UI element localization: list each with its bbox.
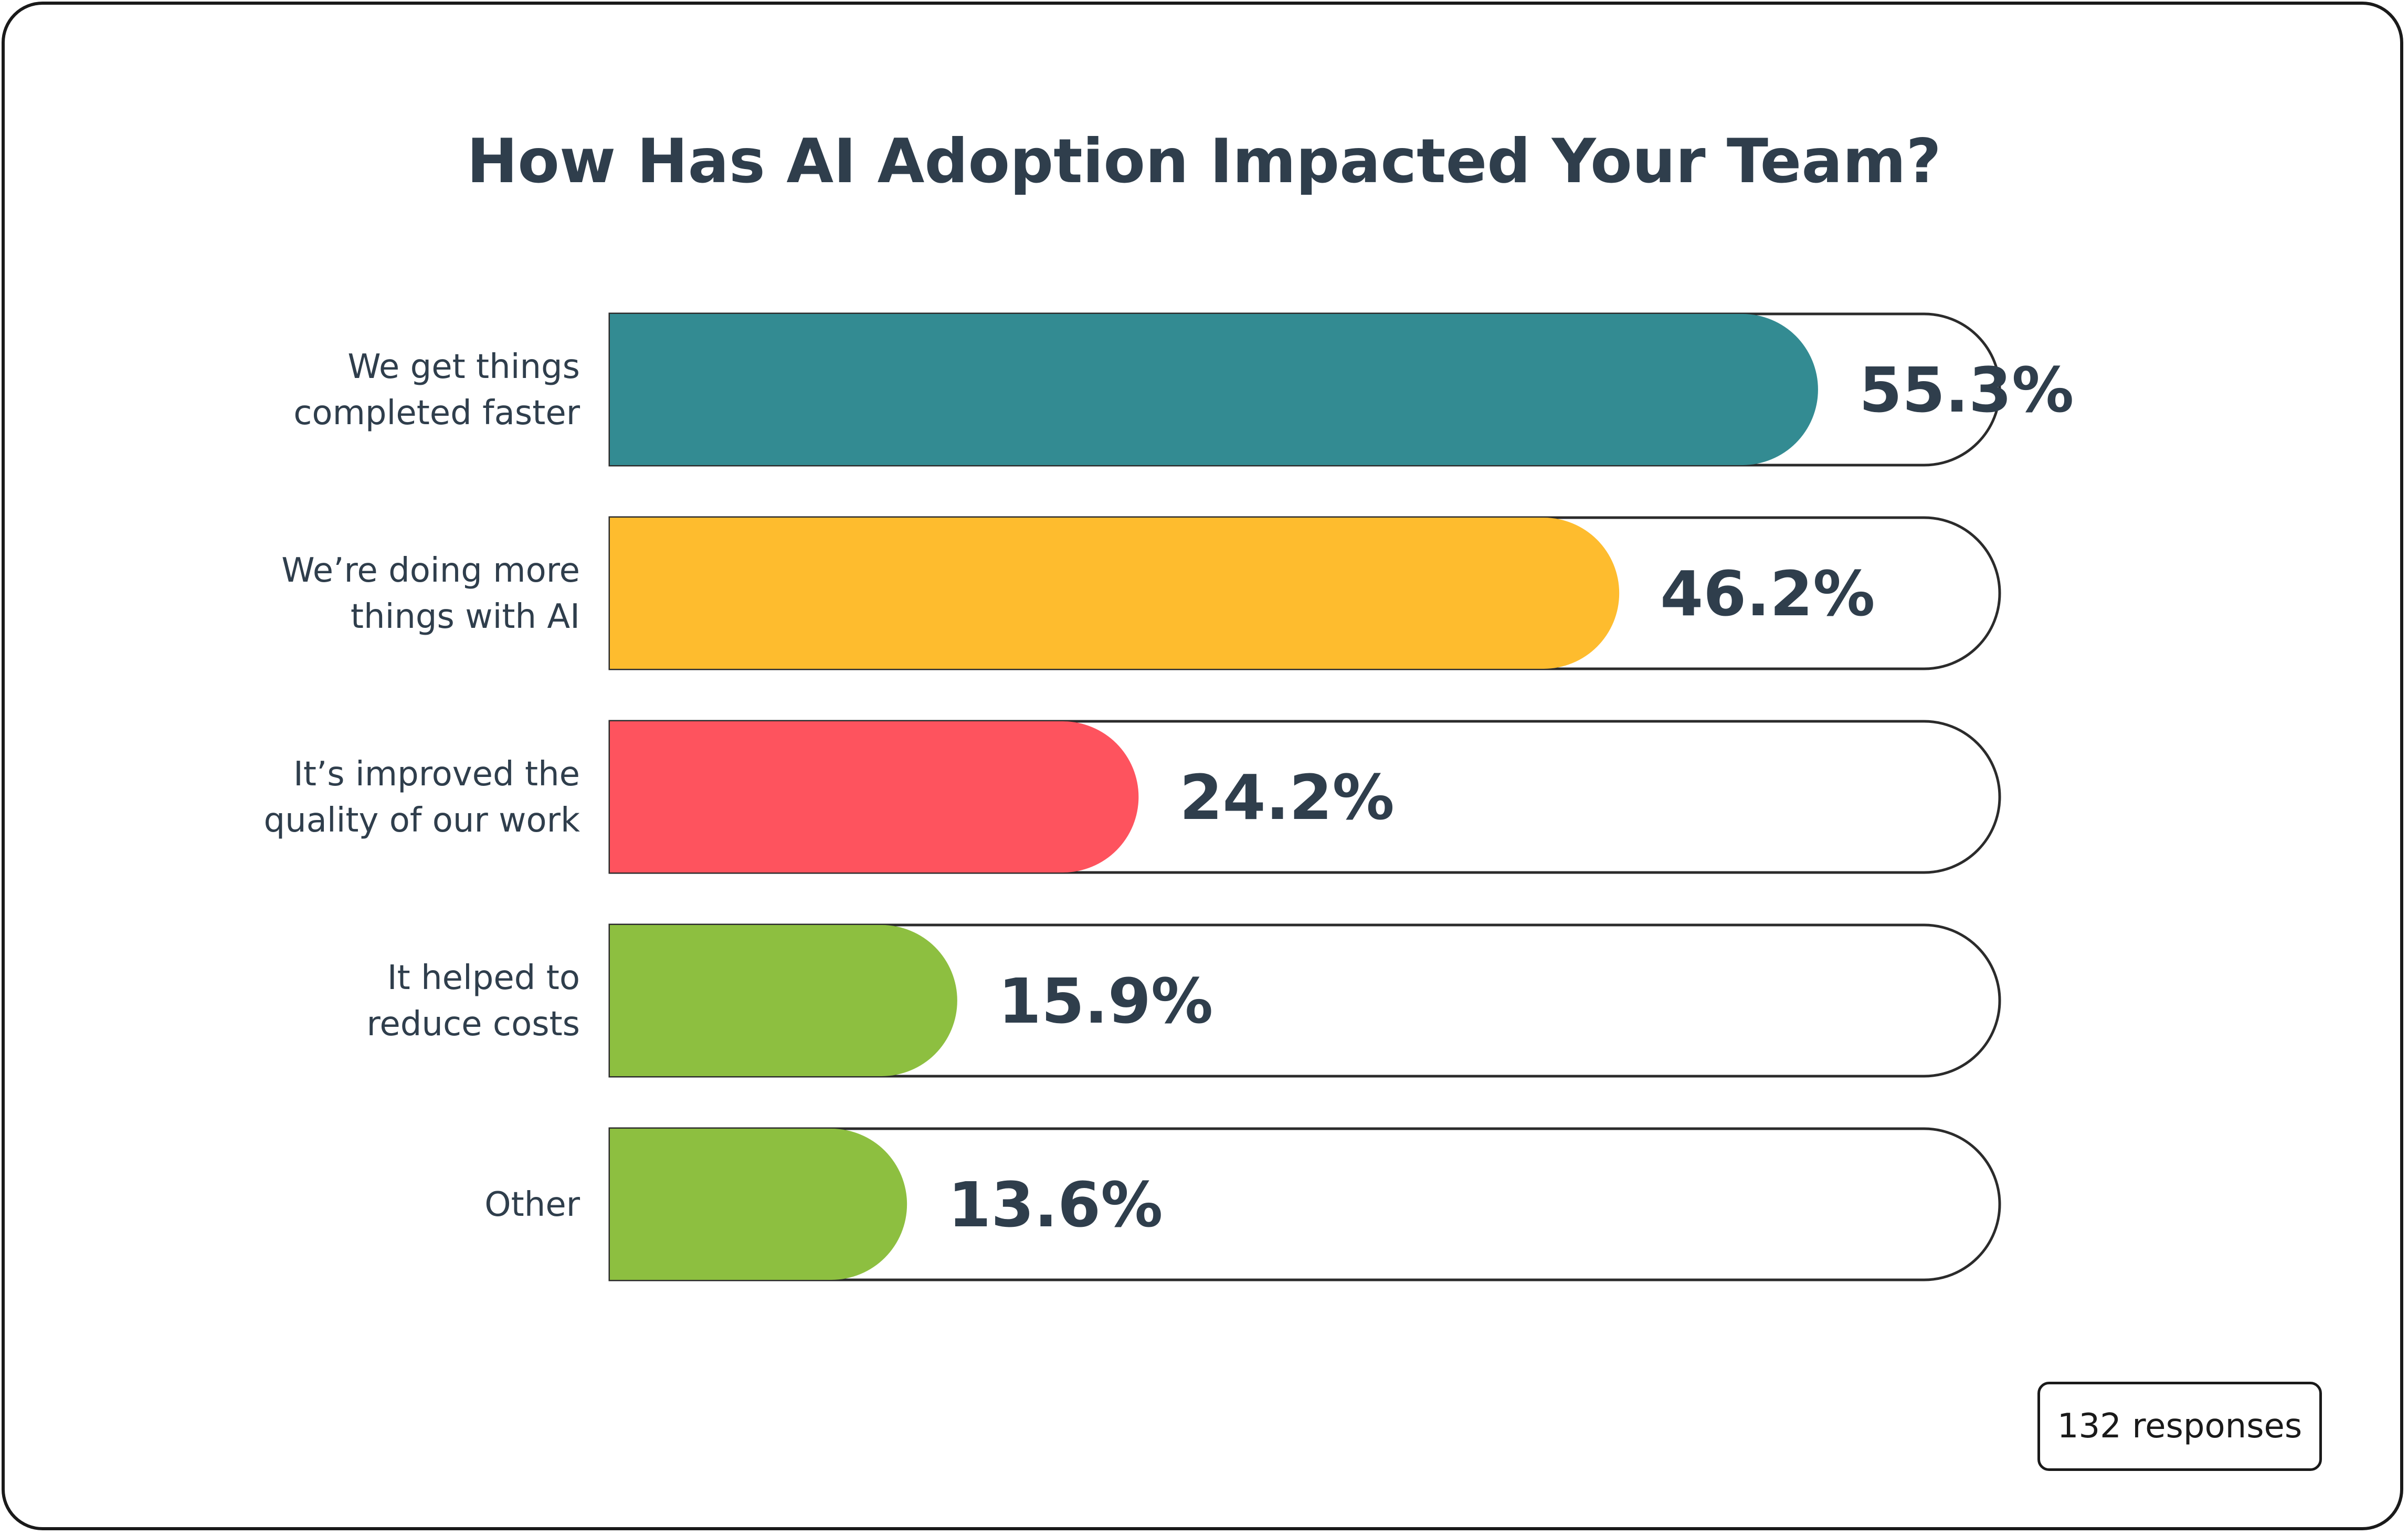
category-label: We get things [347,348,580,386]
bar [610,925,957,1076]
bar-row: 46.2% We’re doing more things with AI [281,516,2001,670]
bar-track [608,312,2001,467]
category-label: things with AI [351,597,580,636]
bar [610,518,1620,669]
category-label: Other [484,1185,580,1224]
value-label: 15.9% [998,965,1213,1037]
category-label: quality of our work [263,801,580,840]
bar-track [608,1127,2001,1281]
category-label: We’re doing more [281,551,580,590]
bar [610,1129,907,1280]
category-label: completed faster [293,394,580,433]
value-label: 24.2% [1179,761,1394,834]
bar-row: 15.9% It helped to reduce costs [367,923,2001,1078]
bar-row: 13.6% Other [484,1127,2001,1281]
value-label: 13.6% [948,1169,1163,1241]
bar [610,721,1139,872]
bar-row: 55.3% We get things completed faster [293,312,2074,467]
category-label: It helped to [387,959,580,997]
value-label: 46.2% [1660,558,1875,630]
value-label: 55.3% [1859,354,2074,426]
chart-title: How Has AI Adoption Impacted Your Team? [467,126,1941,197]
category-label: reduce costs [367,1005,580,1044]
category-label: It’s improved the [293,755,580,794]
bar-track [608,516,2001,670]
bar-track [608,720,2001,874]
bar-track [608,923,2001,1078]
responses-badge: 132 responses [2037,1382,2322,1471]
bar-row: 24.2% It’s improved the quality of our wor… [263,720,2001,874]
bar [610,314,1818,465]
